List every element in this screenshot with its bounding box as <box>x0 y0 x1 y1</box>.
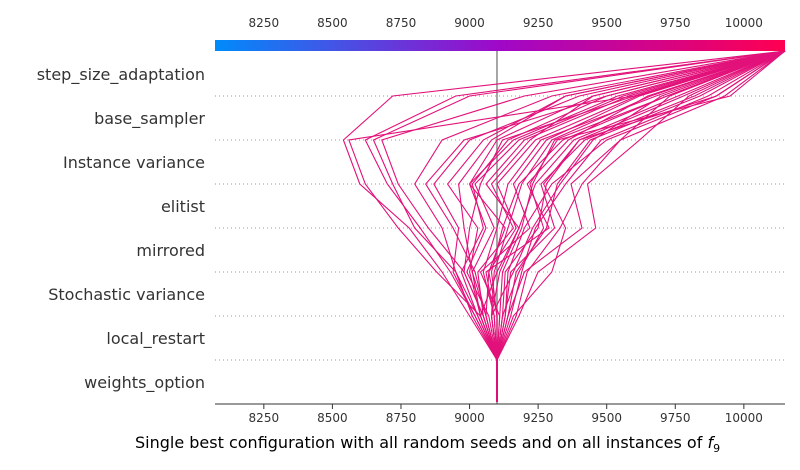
bottom-tick-label: 9500 <box>591 411 622 425</box>
decision-line <box>490 50 786 402</box>
feature-labels: step_size_adaptation base_sampler Instance… <box>37 65 206 393</box>
feature-label: weights_option <box>84 373 205 393</box>
decision-line <box>458 50 786 402</box>
x-axis-label: Single best configuration with all rando… <box>135 433 720 455</box>
bottom-tick-label: 8250 <box>249 411 280 425</box>
top-tick-label: 10000 <box>725 16 763 30</box>
decision-line <box>496 50 786 402</box>
colorbar <box>215 40 785 51</box>
bottom-axis-ticks: 8250 8500 8750 9000 9250 9500 9750 10000 <box>249 404 763 425</box>
decision-line <box>490 50 786 402</box>
decision-line <box>414 50 786 402</box>
decision-line <box>496 50 786 402</box>
decision-line <box>490 50 786 402</box>
decision-line <box>496 50 786 402</box>
top-tick-label: 8250 <box>249 16 280 30</box>
feature-label: Stochastic variance <box>48 285 205 304</box>
bottom-tick-label: 9250 <box>523 411 554 425</box>
top-tick-label: 9750 <box>660 16 691 30</box>
decision-line <box>496 50 786 402</box>
bottom-tick-label: 10000 <box>725 411 763 425</box>
row-separators <box>215 95 785 361</box>
top-tick-label: 8750 <box>386 16 417 30</box>
decision-line <box>496 50 786 402</box>
top-tick-label: 8500 <box>317 16 348 30</box>
x-axis-label-text: Single best configuration with all rando… <box>135 433 707 452</box>
decision-line <box>496 50 786 402</box>
decision-line <box>496 50 786 402</box>
top-axis-ticks: 8250 8500 8750 9000 9250 9500 9750 10000 <box>249 16 763 30</box>
x-axis-label-symbol: f <box>707 433 715 452</box>
decision-line <box>496 50 786 402</box>
feature-label: Instance variance <box>63 153 205 172</box>
decision-line <box>466 50 786 402</box>
decision-line <box>460 50 786 402</box>
bottom-tick-label: 9750 <box>660 411 691 425</box>
decision-line <box>496 50 786 402</box>
bottom-tick-label: 8500 <box>317 411 348 425</box>
feature-label: step_size_adaptation <box>37 65 205 85</box>
decision-line <box>488 50 786 402</box>
bottom-tick-label: 8750 <box>386 411 417 425</box>
feature-label: base_sampler <box>94 109 205 129</box>
top-tick-label: 9000 <box>454 16 485 30</box>
decision-line <box>372 50 786 402</box>
decision-line <box>496 50 786 402</box>
decision-lines <box>342 50 786 402</box>
decision-line <box>477 50 786 402</box>
top-tick-label: 9250 <box>523 16 554 30</box>
decision-line <box>342 50 786 402</box>
feature-label: local_restart <box>106 329 205 349</box>
top-tick-label: 9500 <box>591 16 622 30</box>
bottom-tick-label: 9000 <box>454 411 485 425</box>
decision-line <box>471 50 786 402</box>
decision-line <box>490 50 786 402</box>
decision-line <box>496 50 786 402</box>
decision-line <box>463 50 786 402</box>
feature-label: elitist <box>161 197 205 216</box>
decision-line <box>433 50 786 402</box>
decision-line <box>468 50 786 402</box>
feature-label: mirrored <box>136 241 205 260</box>
x-axis-label-subscript: 9 <box>713 442 720 455</box>
